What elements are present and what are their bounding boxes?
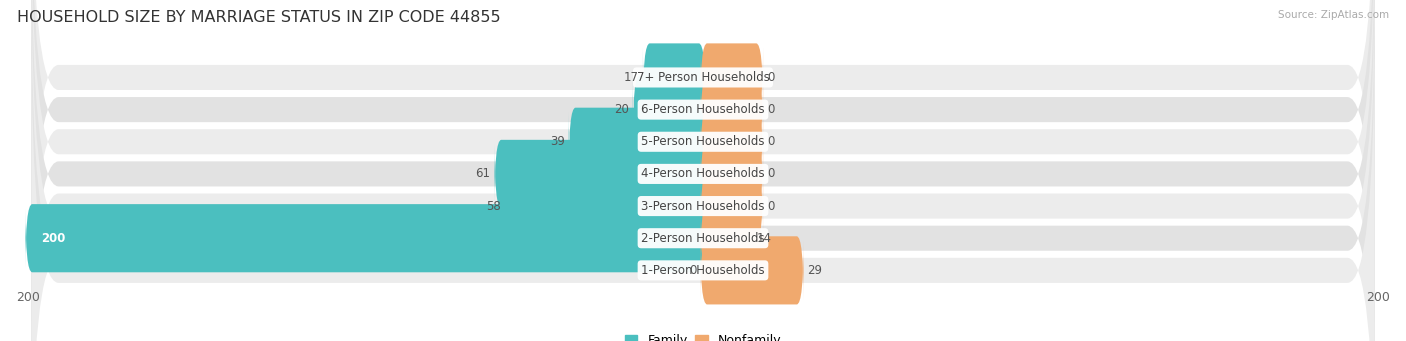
Text: HOUSEHOLD SIZE BY MARRIAGE STATUS IN ZIP CODE 44855: HOUSEHOLD SIZE BY MARRIAGE STATUS IN ZIP… bbox=[17, 10, 501, 25]
Text: 0: 0 bbox=[768, 167, 775, 180]
Text: 17: 17 bbox=[624, 71, 638, 84]
FancyBboxPatch shape bbox=[700, 172, 763, 240]
Text: 3-Person Households: 3-Person Households bbox=[641, 199, 765, 212]
Text: 14: 14 bbox=[756, 232, 772, 245]
FancyBboxPatch shape bbox=[31, 0, 1375, 341]
Text: 0: 0 bbox=[768, 103, 775, 116]
Text: 0: 0 bbox=[768, 199, 775, 212]
FancyBboxPatch shape bbox=[568, 108, 706, 176]
Text: 4-Person Households: 4-Person Households bbox=[641, 167, 765, 180]
Text: 39: 39 bbox=[550, 135, 565, 148]
FancyBboxPatch shape bbox=[31, 0, 1375, 341]
Text: 29: 29 bbox=[807, 264, 823, 277]
FancyBboxPatch shape bbox=[31, 26, 1375, 341]
FancyBboxPatch shape bbox=[700, 140, 763, 208]
FancyBboxPatch shape bbox=[700, 204, 754, 272]
FancyBboxPatch shape bbox=[31, 0, 1375, 341]
Text: 2-Person Households: 2-Person Households bbox=[641, 232, 765, 245]
FancyBboxPatch shape bbox=[700, 236, 804, 305]
FancyBboxPatch shape bbox=[495, 140, 706, 208]
Text: 7+ Person Households: 7+ Person Households bbox=[637, 71, 769, 84]
Text: Source: ZipAtlas.com: Source: ZipAtlas.com bbox=[1278, 10, 1389, 20]
FancyBboxPatch shape bbox=[31, 0, 1375, 322]
Text: 20: 20 bbox=[614, 103, 628, 116]
Text: 6-Person Households: 6-Person Households bbox=[641, 103, 765, 116]
FancyBboxPatch shape bbox=[505, 172, 706, 240]
Text: 58: 58 bbox=[486, 199, 501, 212]
Legend: Family, Nonfamily: Family, Nonfamily bbox=[620, 329, 786, 341]
Text: 0: 0 bbox=[768, 135, 775, 148]
FancyBboxPatch shape bbox=[25, 204, 706, 272]
FancyBboxPatch shape bbox=[31, 0, 1375, 341]
Text: 1-Person Households: 1-Person Households bbox=[641, 264, 765, 277]
Text: 5-Person Households: 5-Person Households bbox=[641, 135, 765, 148]
FancyBboxPatch shape bbox=[633, 75, 706, 144]
Text: 0: 0 bbox=[689, 264, 696, 277]
FancyBboxPatch shape bbox=[31, 0, 1375, 341]
Text: 0: 0 bbox=[768, 71, 775, 84]
FancyBboxPatch shape bbox=[643, 43, 706, 112]
Text: 200: 200 bbox=[42, 232, 66, 245]
FancyBboxPatch shape bbox=[700, 75, 763, 144]
FancyBboxPatch shape bbox=[700, 43, 763, 112]
FancyBboxPatch shape bbox=[700, 108, 763, 176]
Text: 61: 61 bbox=[475, 167, 491, 180]
